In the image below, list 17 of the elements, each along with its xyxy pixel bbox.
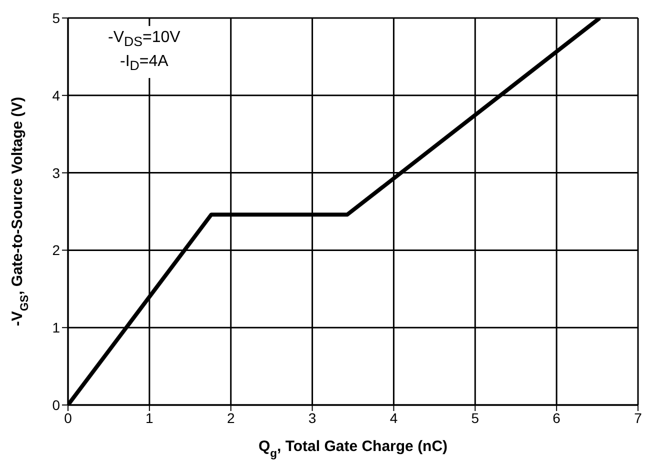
x-tick-label: 3: [308, 410, 316, 426]
x-tick-label: 5: [471, 410, 480, 426]
y-tick-label: 2: [52, 242, 60, 258]
x-tick-label: 4: [390, 410, 398, 426]
y-tick-label: 4: [52, 87, 60, 104]
x-tick-label: 2: [226, 410, 235, 426]
x-tick-label: 1: [146, 410, 154, 426]
y-tick-label: 0: [52, 396, 60, 413]
x-tick-label: 7: [634, 410, 642, 426]
x-axis-title: Q$_{g}$, Total Gate Charge (nC): [258, 438, 448, 460]
y-tick-label: 3: [52, 164, 60, 181]
annotation: -I$_{D}$=4A: [118, 52, 170, 76]
y-tick-label: 5: [52, 10, 60, 26]
annotation: -V$_{DS}$=10V: [108, 28, 180, 52]
x-tick-label: 0: [64, 410, 72, 426]
x-tick-label: 6: [552, 410, 561, 426]
y-tick-label: 1: [52, 320, 60, 336]
